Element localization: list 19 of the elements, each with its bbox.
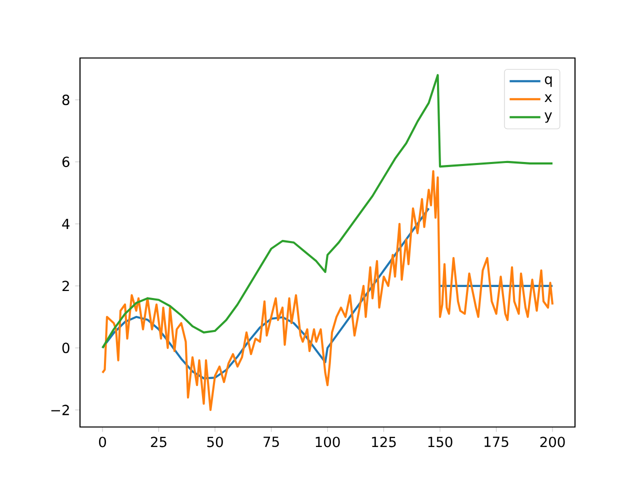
y-tick-label: 6	[62, 156, 70, 168]
y-tick-label: 2	[62, 280, 69, 292]
x-tick-label: 150	[428, 436, 452, 448]
x-tick-label: 0	[99, 436, 106, 448]
legend-label: y	[544, 112, 552, 123]
x-tick-label: 175	[484, 436, 508, 448]
y-tick-label: −2	[51, 404, 69, 416]
x-tick-label: 50	[207, 436, 223, 448]
x-tick-label: 25	[150, 436, 166, 448]
legend-label: x	[544, 94, 552, 102]
legend-label: q	[544, 76, 552, 87]
x-tick-label: 200	[540, 436, 565, 448]
line-series	[101, 170, 554, 411]
x-tick-label: 100	[316, 436, 340, 448]
y-tick-label: 0	[62, 342, 70, 354]
y-tick-label: 8	[62, 94, 70, 106]
x-tick-label: 75	[264, 436, 279, 448]
y-tick-label: 4	[62, 218, 70, 229]
x-tick-label: 125	[372, 436, 396, 448]
